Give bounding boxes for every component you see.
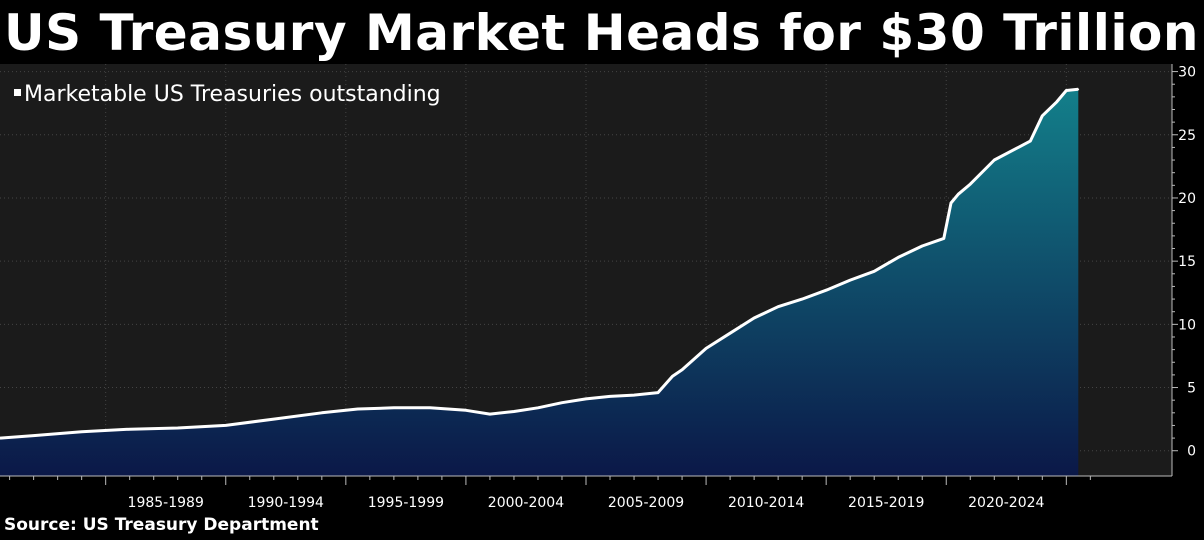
data-point xyxy=(357,408,359,410)
x-tick-label: 2005-2009 xyxy=(608,495,684,511)
data-point xyxy=(489,413,491,415)
x-tick-label: 2010-2014 xyxy=(728,495,804,511)
data-point xyxy=(537,406,539,409)
y-axis: 0 5 10 15 20 25 30 xyxy=(1171,64,1204,476)
data-point xyxy=(657,391,659,394)
y-tick-label: 15 xyxy=(1178,254,1196,270)
data-point xyxy=(825,289,827,292)
data-point xyxy=(585,398,587,400)
data-point xyxy=(849,279,851,281)
data-point xyxy=(873,270,875,273)
data-point xyxy=(0,437,1,439)
y-tick-label: 0 xyxy=(1187,444,1196,460)
x-tick-label: 2000-2004 xyxy=(488,495,564,511)
data-point xyxy=(1041,115,1044,117)
x-tick-label: 1985-1989 xyxy=(128,495,204,511)
data-point xyxy=(943,237,945,240)
data-points xyxy=(0,88,1080,439)
data-point xyxy=(957,193,960,195)
data-point xyxy=(513,410,515,413)
data-point xyxy=(1029,140,1032,142)
data-point xyxy=(777,305,779,308)
data-point xyxy=(753,317,755,319)
data-point xyxy=(176,427,179,429)
area-chart: Marketable US Treasuries outstanding 0 5 1… xyxy=(0,64,1204,514)
x-axis-panel xyxy=(0,476,1204,514)
data-point xyxy=(801,298,803,300)
y-tick-label: 10 xyxy=(1178,317,1196,333)
data-point xyxy=(950,202,952,204)
x-tick-label: 1995-1999 xyxy=(368,495,444,511)
data-point xyxy=(969,183,972,185)
data-point xyxy=(393,406,395,409)
x-axis: 1985-1989 1990-1994 1995-1999 2000-2004 2005… xyxy=(0,475,1204,514)
legend-label: Marketable US Treasuries outstanding xyxy=(24,82,441,107)
data-point xyxy=(1055,101,1058,103)
y-tick-label: 5 xyxy=(1187,381,1196,397)
data-point xyxy=(993,159,996,161)
data-point xyxy=(1077,88,1080,91)
data-point xyxy=(465,409,467,412)
chart-area: Marketable US Treasuries outstanding 0 5 1… xyxy=(0,64,1204,514)
data-point xyxy=(429,406,431,409)
chart-title: US Treasury Market Heads for $30 Trillio… xyxy=(4,4,1199,62)
y-tick-label: 30 xyxy=(1178,65,1196,81)
legend-swatch xyxy=(14,89,21,96)
data-point xyxy=(321,412,323,414)
data-point xyxy=(921,245,924,247)
data-point xyxy=(705,347,707,350)
data-point xyxy=(80,430,83,433)
data-point xyxy=(729,332,731,334)
x-tick-label: 1990-1994 xyxy=(248,495,324,511)
data-point xyxy=(128,428,131,431)
data-point xyxy=(633,394,635,396)
data-point xyxy=(224,424,227,427)
data-point xyxy=(671,375,674,377)
data-point xyxy=(609,395,611,398)
x-tick-label: 2020-2024 xyxy=(968,495,1044,511)
data-point xyxy=(561,401,563,404)
source-note: Source: US Treasury Department xyxy=(4,515,319,535)
data-point xyxy=(272,418,275,420)
data-point xyxy=(897,256,900,259)
data-point xyxy=(1017,146,1020,149)
legend: Marketable US Treasuries outstanding xyxy=(14,82,441,107)
data-point xyxy=(1065,89,1068,92)
y-tick-label: 20 xyxy=(1178,191,1196,207)
data-point xyxy=(32,434,35,437)
y-tick-label: 25 xyxy=(1178,128,1196,144)
series-area-fill xyxy=(0,89,1079,477)
y-axis-panel xyxy=(1172,64,1204,476)
x-tick-label: 2015-2019 xyxy=(848,495,924,511)
data-point xyxy=(681,369,683,371)
